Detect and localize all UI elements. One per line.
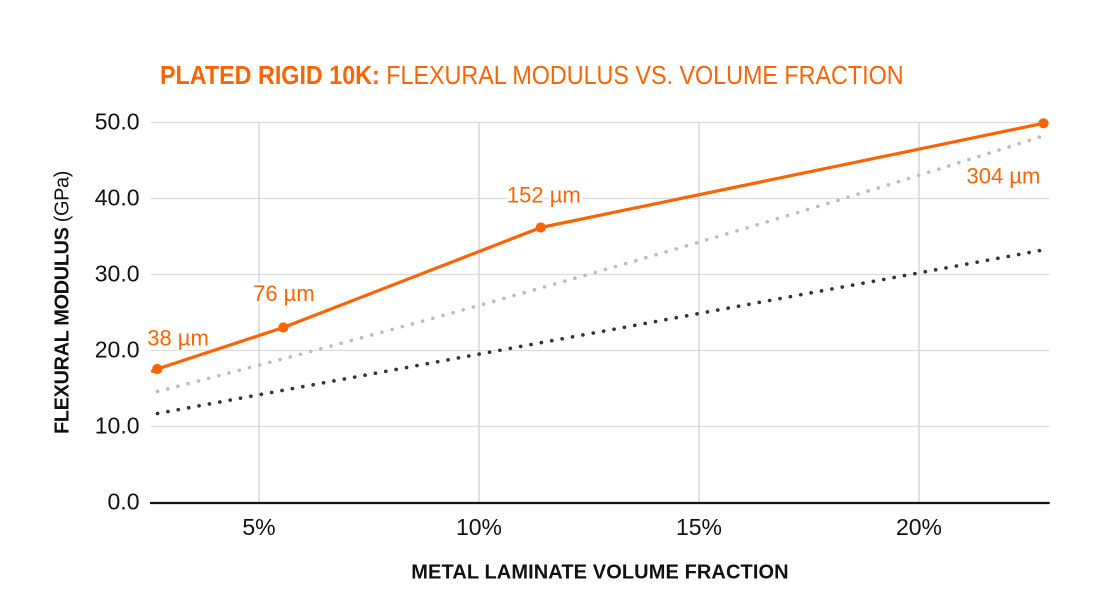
svg-text:15%: 15%	[676, 514, 722, 540]
svg-text:10%: 10%	[456, 514, 502, 540]
svg-text:152 µm: 152 µm	[507, 183, 581, 208]
svg-text:38 µm: 38 µm	[147, 325, 209, 350]
svg-text:30.0: 30.0	[95, 260, 140, 286]
svg-text:METAL LAMINATE VOLUME FRACTION: METAL LAMINATE VOLUME FRACTION	[411, 561, 788, 583]
svg-text:304 µm: 304 µm	[966, 163, 1040, 188]
svg-text:10.0: 10.0	[95, 412, 140, 438]
svg-text:20%: 20%	[896, 514, 942, 540]
svg-text:PLATED RIGID 10K: FLEXURAL MOD: PLATED RIGID 10K: FLEXURAL MODULUS VS. V…	[160, 62, 904, 90]
svg-text:76 µm: 76 µm	[253, 281, 315, 306]
svg-text:5%: 5%	[242, 514, 275, 540]
svg-text:FLEXURAL MODULUS (GPa): FLEXURAL MODULUS (GPa)	[51, 171, 73, 434]
svg-text:20.0: 20.0	[95, 336, 140, 362]
svg-text:40.0: 40.0	[95, 184, 140, 210]
svg-text:0.0: 0.0	[108, 488, 140, 514]
svg-text:50.0: 50.0	[95, 108, 140, 134]
